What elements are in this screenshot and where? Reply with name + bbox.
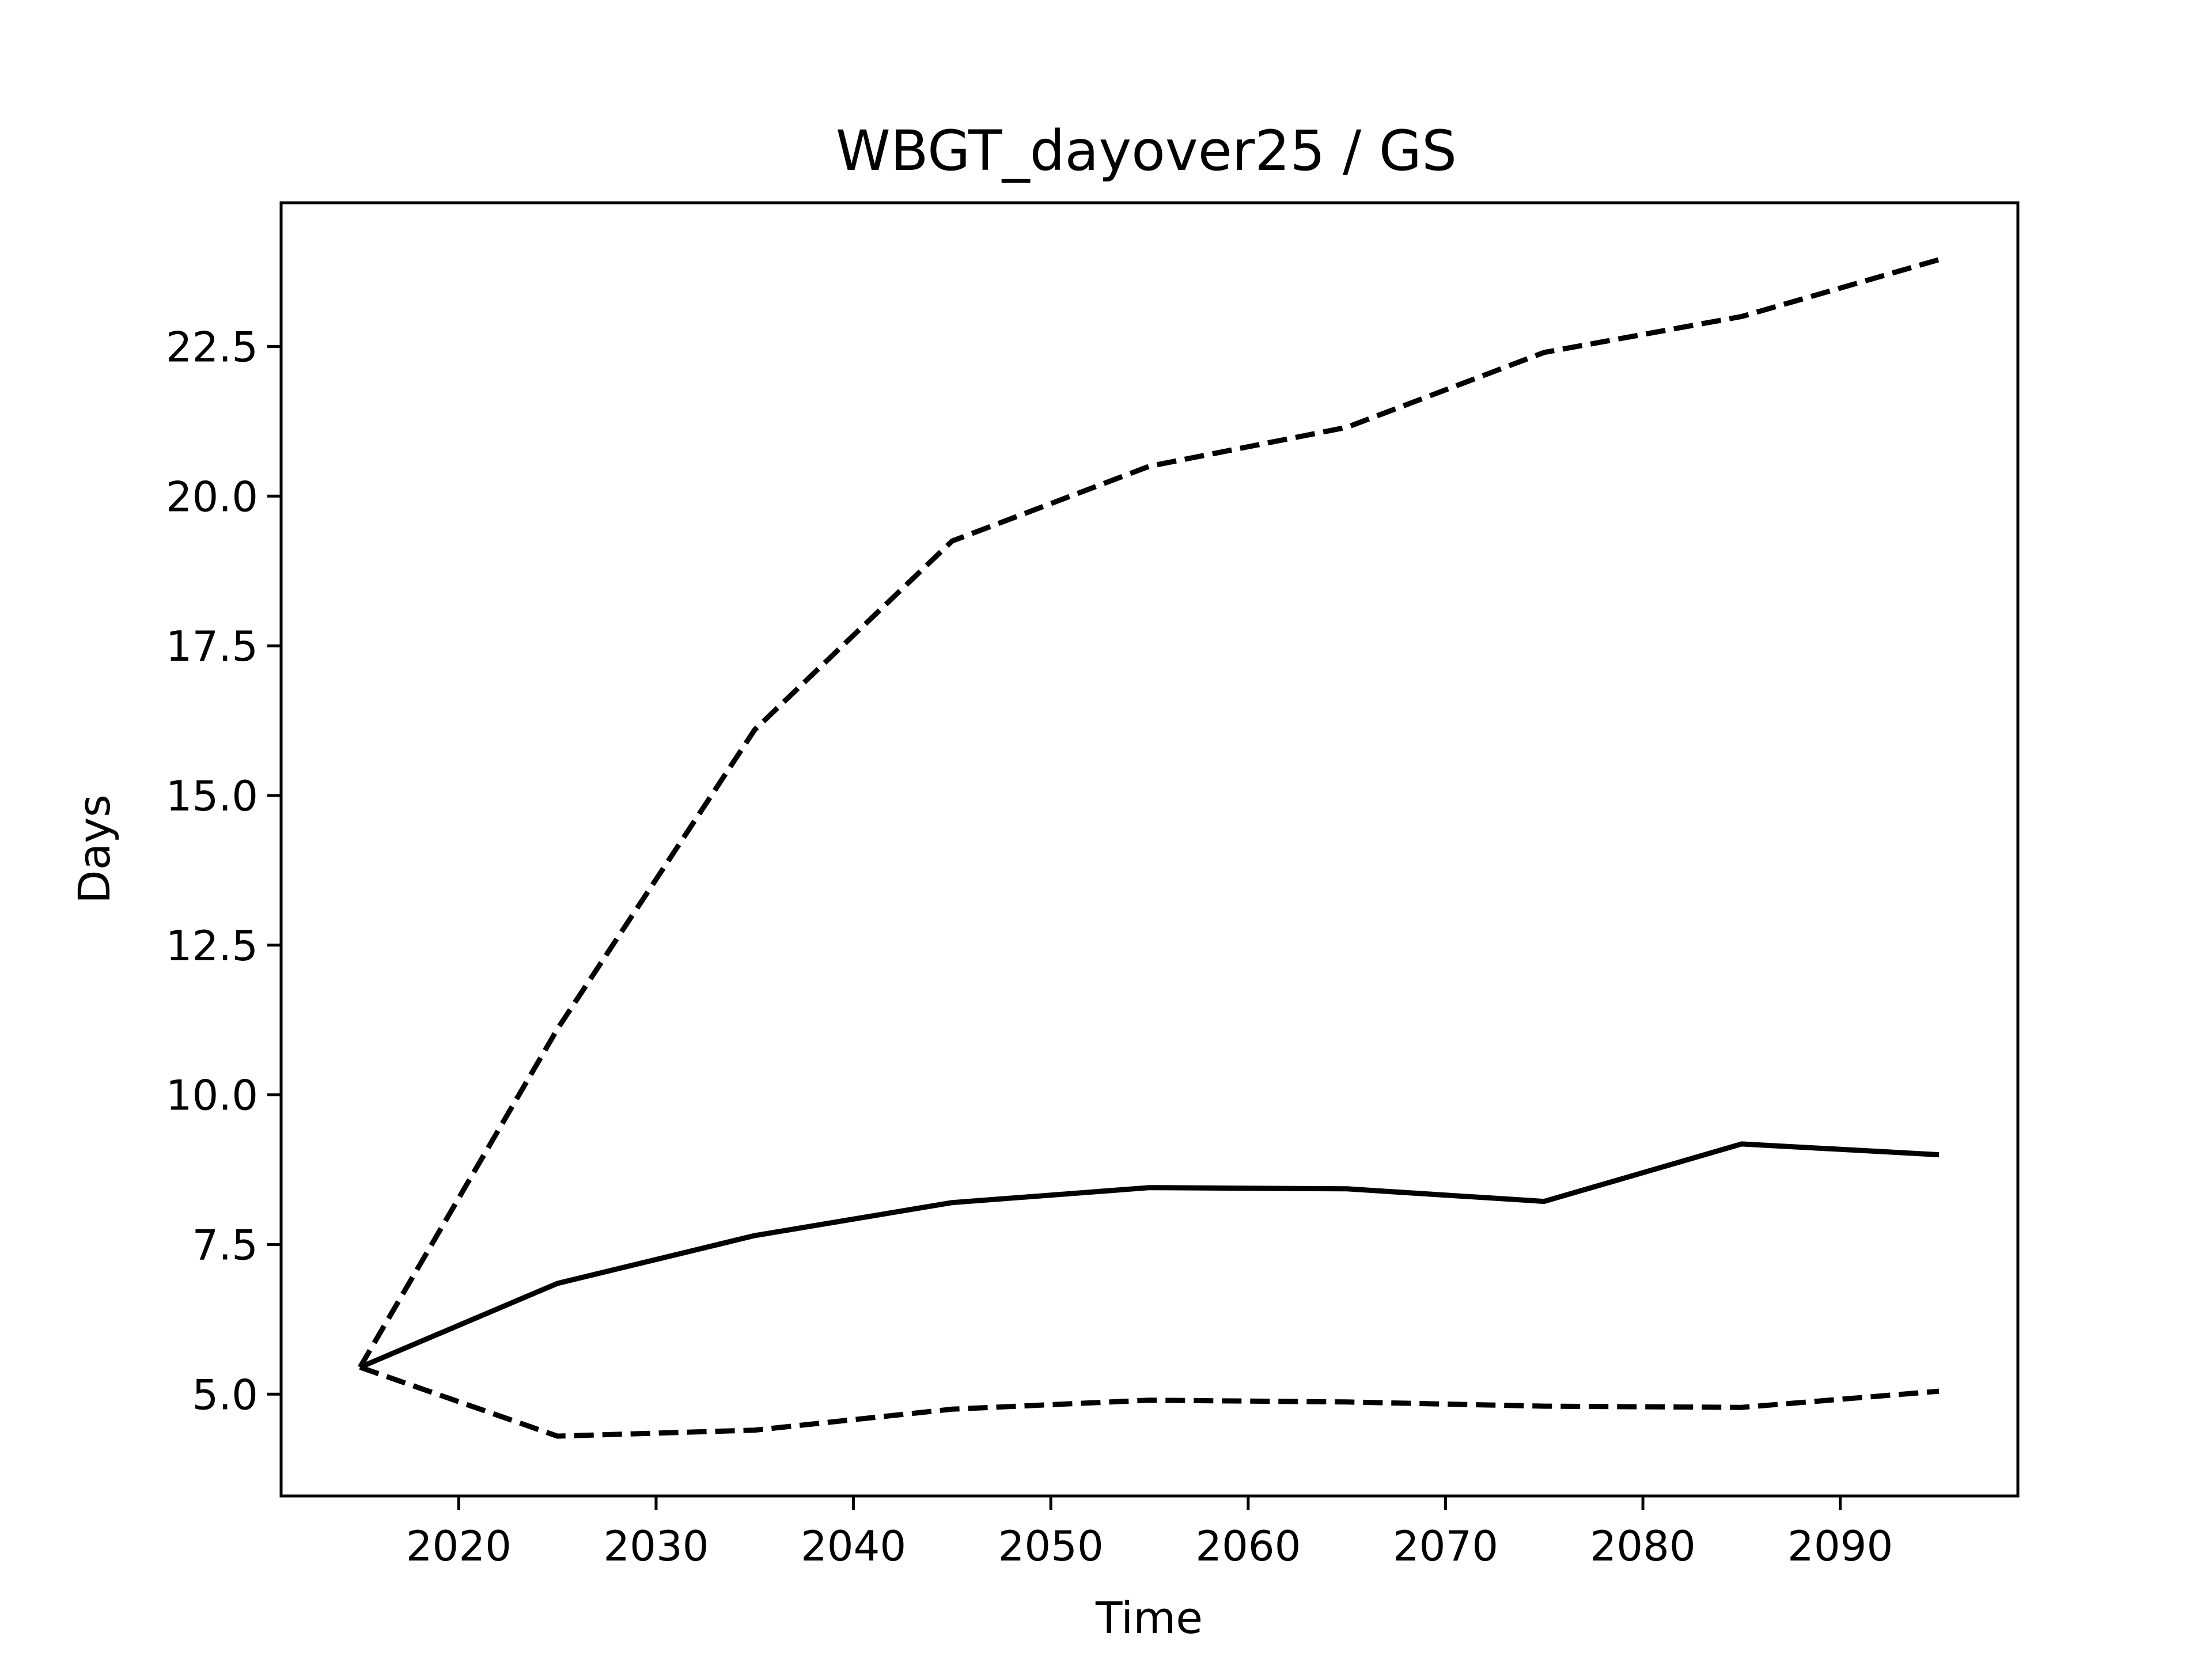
x-tick-label: 2060 xyxy=(1195,1522,1301,1570)
plot-frame xyxy=(279,201,2020,1498)
x-tick-label: 2080 xyxy=(1590,1522,1695,1570)
x-tick-label: 2040 xyxy=(801,1522,906,1570)
y-tick-label: 7.5 xyxy=(192,1221,258,1269)
x-tick-label: 2090 xyxy=(1787,1522,1893,1570)
y-tick-label: 17.5 xyxy=(166,622,258,671)
y-tick-label: 12.5 xyxy=(166,922,258,970)
y-tick-label: 15.0 xyxy=(166,772,258,820)
series-line-3 xyxy=(359,1365,1940,1439)
series-line-2 xyxy=(359,1141,1940,1370)
x-tick-label: 2050 xyxy=(998,1522,1104,1570)
y-tick-label: 5.0 xyxy=(192,1370,258,1419)
x-tick-label: 2020 xyxy=(406,1522,512,1570)
y-tick-label: 10.0 xyxy=(166,1071,258,1120)
y-tick-label: 22.5 xyxy=(166,323,258,371)
x-axis-label: Time xyxy=(1095,1592,1203,1643)
x-axis-ticks: 2020 2030 2040 2050 2060 2070 2080 2090 xyxy=(406,1496,1893,1570)
chart-title: WBGT_dayover25 / GS xyxy=(836,119,1457,183)
y-tick-label: 20.0 xyxy=(166,472,258,521)
y-axis-label: Days xyxy=(69,794,120,904)
series-line-1 xyxy=(358,257,1940,1369)
x-tick-label: 2070 xyxy=(1393,1522,1498,1570)
series-layer xyxy=(358,257,1940,1439)
x-tick-label: 2030 xyxy=(603,1522,709,1570)
y-axis-ticks: 5.0 7.5 10.0 12.5 15.0 17.5 20.0 22.5 xyxy=(166,323,281,1419)
